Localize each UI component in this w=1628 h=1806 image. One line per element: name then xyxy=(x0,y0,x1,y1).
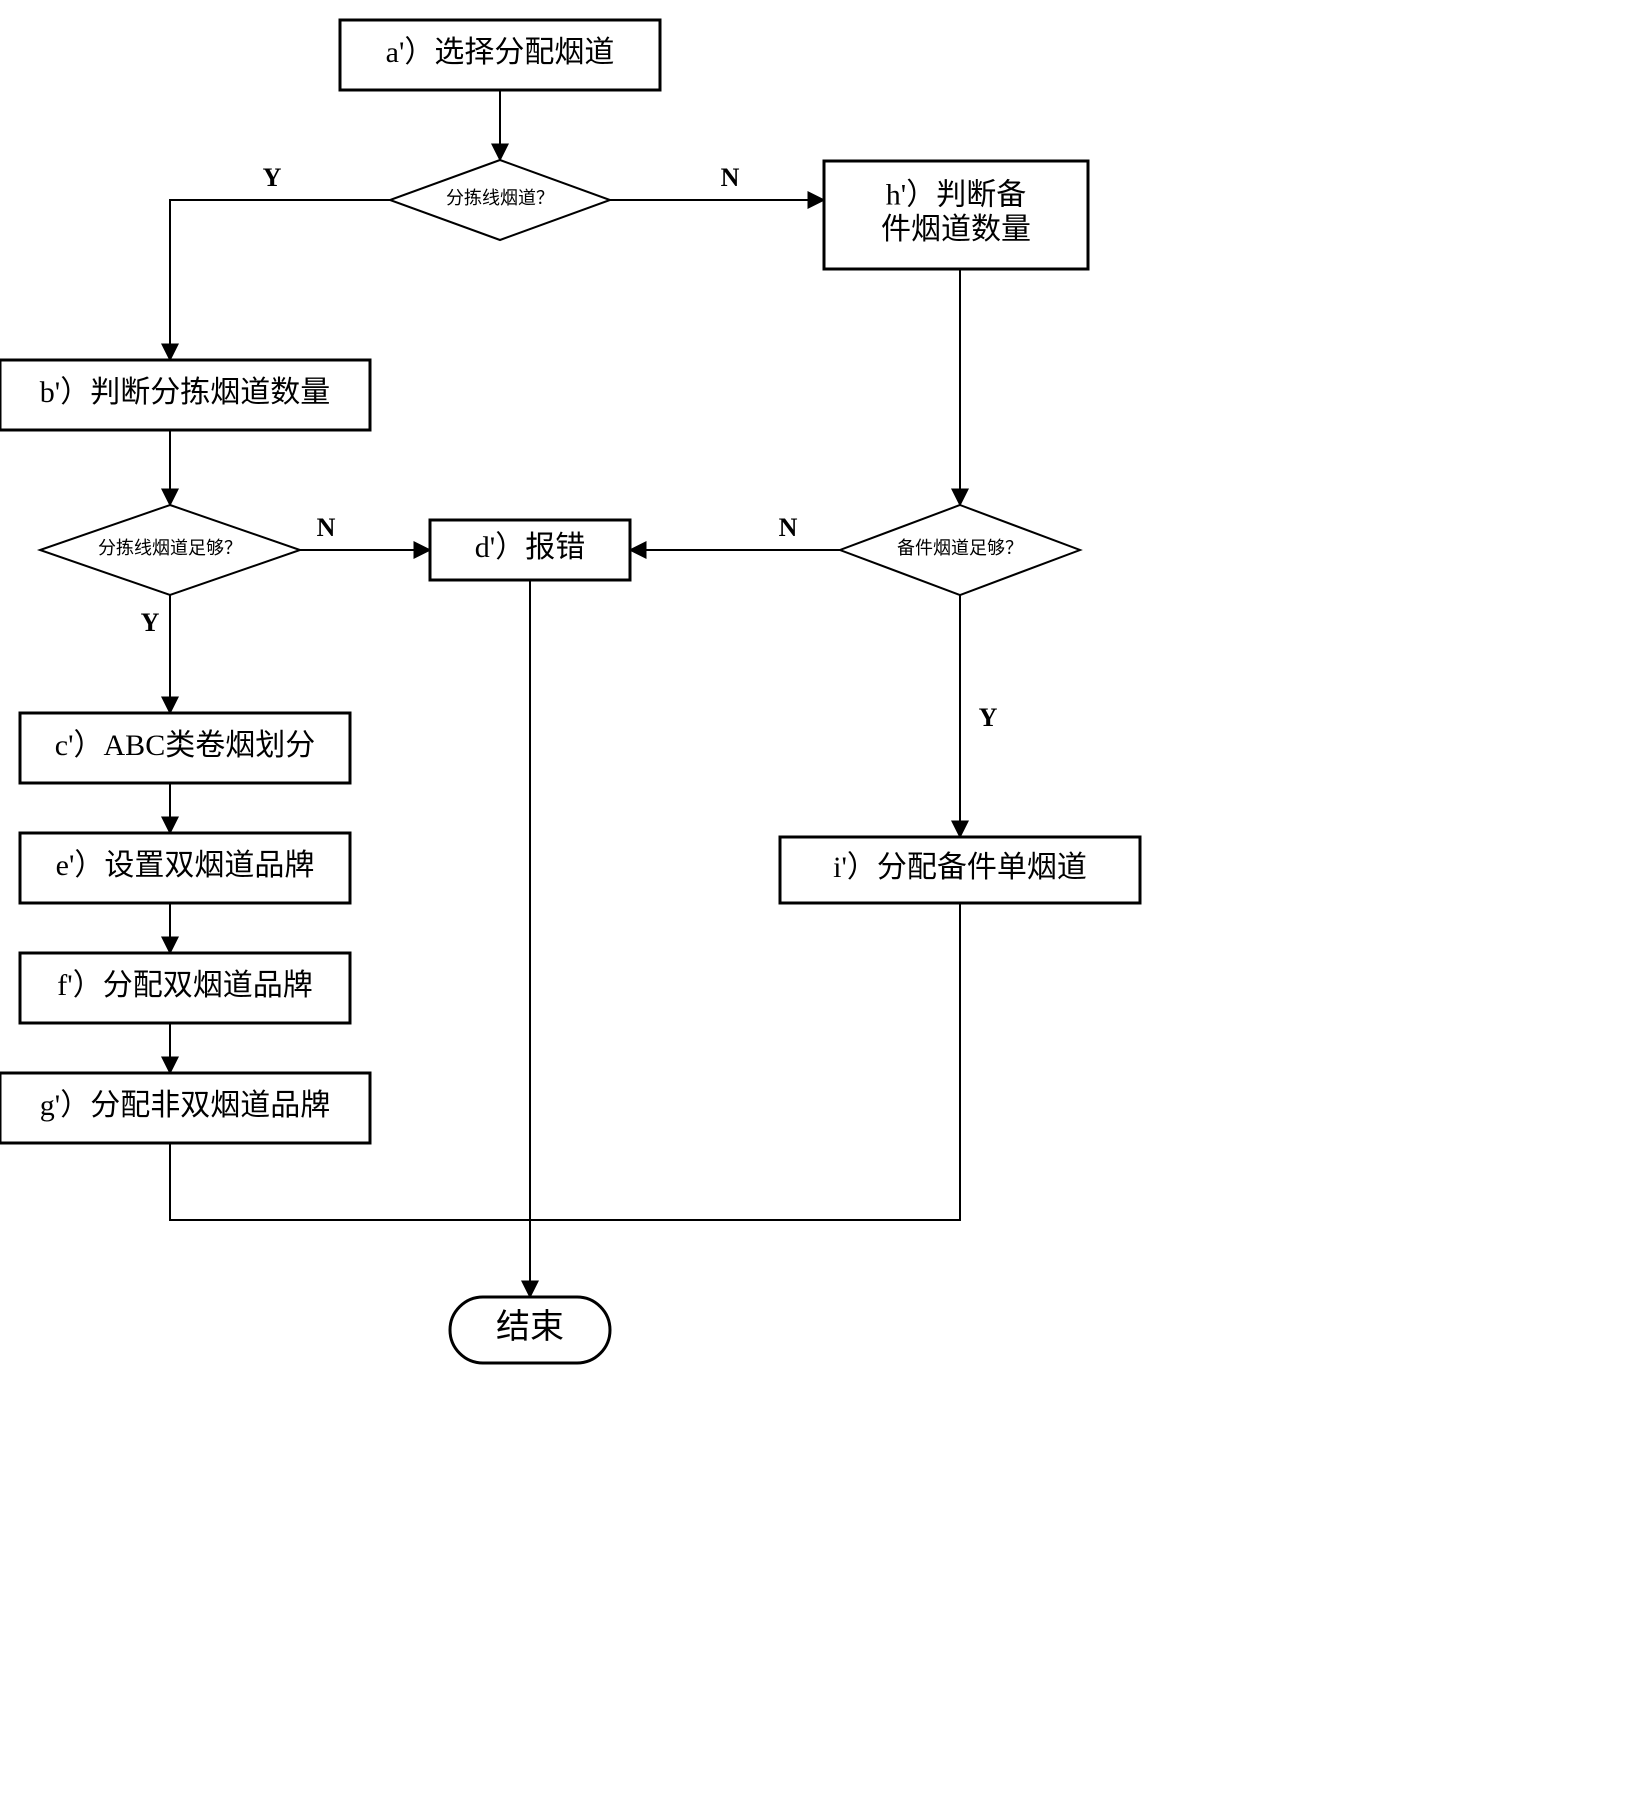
node-end: 结束 xyxy=(450,1297,610,1363)
node-d1: 分拣线烟道？ xyxy=(390,160,610,240)
svg-text:a'）选择分配烟道: a'）选择分配烟道 xyxy=(386,36,615,69)
edge-label-d2-d: N xyxy=(317,513,336,542)
node-c: c'）ABC类卷烟划分 xyxy=(20,713,350,783)
svg-text:i'）分配备件单烟道: i'）分配备件单烟道 xyxy=(833,851,1087,884)
edge-label-d2-c: Y xyxy=(141,608,160,637)
svg-text:件烟道数量: 件烟道数量 xyxy=(881,213,1031,246)
svg-text:c'）ABC类卷烟划分: c'）ABC类卷烟划分 xyxy=(55,729,315,762)
svg-text:d'）报错: d'）报错 xyxy=(475,531,585,564)
edge-label-d3-d: N xyxy=(779,513,798,542)
node-b: b'）判断分拣烟道数量 xyxy=(0,360,370,430)
node-g: g'）分配非双烟道品牌 xyxy=(0,1073,370,1143)
svg-text:备件烟道足够？: 备件烟道足够？ xyxy=(897,538,1023,558)
svg-text:分拣线烟道足够？: 分拣线烟道足够？ xyxy=(98,538,242,558)
edge-i-end xyxy=(530,903,960,1220)
svg-text:b'）判断分拣烟道数量: b'）判断分拣烟道数量 xyxy=(40,376,330,409)
svg-text:g'）分配非双烟道品牌: g'）分配非双烟道品牌 xyxy=(40,1089,330,1122)
node-h: h'）判断备件烟道数量 xyxy=(824,161,1088,269)
edge-label-d3-i: Y xyxy=(979,703,998,732)
svg-text:分拣线烟道？: 分拣线烟道？ xyxy=(446,188,554,208)
node-f: f'）分配双烟道品牌 xyxy=(20,953,350,1023)
node-i: i'）分配备件单烟道 xyxy=(780,837,1140,903)
node-e: e'）设置双烟道品牌 xyxy=(20,833,350,903)
svg-text:h'）判断备: h'）判断备 xyxy=(886,179,1026,212)
flowchart-canvas: Y N N Y N Y a'）选择分配烟道分拣线烟道？ h'）判断备件烟道数量 b'）判断分拣… xyxy=(0,0,1160,1400)
edge-g-end xyxy=(170,1143,530,1297)
edge-label-d1-h: N xyxy=(721,163,740,192)
svg-text:结束: 结束 xyxy=(496,1308,564,1346)
node-d2: 分拣线烟道足够？ xyxy=(40,505,300,595)
edge-label-d1-b: Y xyxy=(263,163,282,192)
node-d3: 备件烟道足够？ xyxy=(840,505,1080,595)
node-d: d'）报错 xyxy=(430,520,630,580)
svg-text:f'）分配双烟道品牌: f'）分配双烟道品牌 xyxy=(57,969,312,1002)
node-a: a'）选择分配烟道 xyxy=(340,20,660,90)
svg-text:e'）设置双烟道品牌: e'）设置双烟道品牌 xyxy=(56,849,315,882)
edge-d1-b xyxy=(170,200,390,360)
